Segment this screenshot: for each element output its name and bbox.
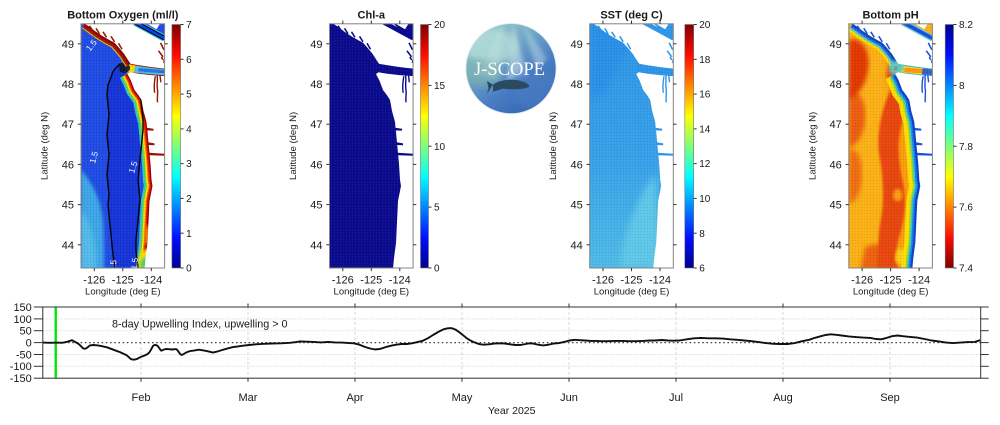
svg-text:Longitude (deg E): Longitude (deg E) bbox=[853, 287, 929, 298]
svg-text:-126: -126 bbox=[851, 274, 873, 286]
svg-text:3: 3 bbox=[186, 159, 192, 170]
svg-text:6: 6 bbox=[186, 55, 192, 66]
svg-text:Year 2025: Year 2025 bbox=[488, 405, 536, 417]
svg-text:Feb: Feb bbox=[132, 392, 151, 404]
svg-text:-126: -126 bbox=[592, 274, 614, 286]
svg-text:150: 150 bbox=[13, 302, 31, 314]
svg-text:-50: -50 bbox=[16, 349, 32, 361]
svg-text:50: 50 bbox=[20, 326, 32, 338]
svg-text:-126: -126 bbox=[83, 274, 105, 286]
svg-text:Sep: Sep bbox=[880, 392, 900, 404]
svg-text:-124: -124 bbox=[649, 274, 671, 286]
svg-text:8-day Upwelling Index, upwelli: 8-day Upwelling Index, upwelling > 0 bbox=[112, 319, 288, 331]
svg-text:20: 20 bbox=[699, 20, 711, 31]
svg-text:5: 5 bbox=[434, 203, 440, 214]
svg-text:10: 10 bbox=[699, 194, 711, 205]
svg-text:-125: -125 bbox=[360, 274, 382, 286]
svg-text:49: 49 bbox=[830, 39, 842, 51]
svg-text:-126: -126 bbox=[332, 274, 354, 286]
svg-text:-100: -100 bbox=[10, 361, 32, 373]
svg-text:2: 2 bbox=[186, 194, 192, 205]
svg-text:48: 48 bbox=[830, 79, 842, 91]
svg-text:7.8: 7.8 bbox=[959, 142, 973, 153]
svg-text:47: 47 bbox=[570, 119, 582, 131]
svg-text:49: 49 bbox=[62, 39, 74, 51]
svg-text:8: 8 bbox=[959, 81, 965, 92]
svg-text:48: 48 bbox=[570, 79, 582, 91]
svg-text:0: 0 bbox=[434, 264, 440, 275]
svg-text:Longitude (deg E): Longitude (deg E) bbox=[85, 287, 161, 298]
svg-text:Longitude (deg E): Longitude (deg E) bbox=[594, 287, 670, 298]
svg-text:Latitude (deg N): Latitude (deg N) bbox=[807, 112, 818, 180]
svg-text:-124: -124 bbox=[389, 274, 411, 286]
svg-text:0: 0 bbox=[26, 338, 32, 350]
svg-text:-125: -125 bbox=[112, 274, 134, 286]
svg-text:0: 0 bbox=[186, 264, 192, 275]
svg-text:16: 16 bbox=[699, 90, 711, 101]
svg-text:45: 45 bbox=[62, 200, 74, 212]
svg-text:-125: -125 bbox=[620, 274, 642, 286]
svg-text:44: 44 bbox=[310, 240, 322, 252]
svg-text:Aug: Aug bbox=[773, 392, 793, 404]
svg-text:Latitude (deg N): Latitude (deg N) bbox=[288, 112, 299, 180]
svg-text:20: 20 bbox=[434, 20, 446, 31]
svg-text:49: 49 bbox=[310, 39, 322, 51]
svg-text:Bottom pH: Bottom pH bbox=[862, 10, 918, 22]
svg-text:18: 18 bbox=[699, 55, 711, 66]
svg-text:10: 10 bbox=[434, 142, 446, 153]
svg-text:8: 8 bbox=[699, 229, 705, 240]
svg-text:J-SCOPE: J-SCOPE bbox=[474, 60, 545, 80]
svg-text:46: 46 bbox=[310, 159, 322, 171]
svg-text:Latitude (deg N): Latitude (deg N) bbox=[40, 112, 51, 180]
svg-text:44: 44 bbox=[570, 240, 582, 252]
svg-text:45: 45 bbox=[830, 200, 842, 212]
svg-text:7: 7 bbox=[186, 20, 192, 31]
svg-text:47: 47 bbox=[830, 119, 842, 131]
svg-text:44: 44 bbox=[830, 240, 842, 252]
svg-text:-124: -124 bbox=[908, 274, 930, 286]
svg-text:Apr: Apr bbox=[346, 392, 363, 404]
svg-text:47: 47 bbox=[62, 119, 74, 131]
svg-text:48: 48 bbox=[310, 79, 322, 91]
svg-text:Chl-a: Chl-a bbox=[358, 10, 386, 22]
svg-text:47: 47 bbox=[310, 119, 322, 131]
svg-text:-125: -125 bbox=[880, 274, 902, 286]
svg-text:14: 14 bbox=[699, 125, 711, 136]
svg-text:Mar: Mar bbox=[239, 392, 258, 404]
svg-text:100: 100 bbox=[13, 314, 31, 326]
svg-text:May: May bbox=[452, 392, 473, 404]
svg-text:-124: -124 bbox=[140, 274, 162, 286]
svg-text:45: 45 bbox=[310, 200, 322, 212]
svg-text:7.4: 7.4 bbox=[959, 264, 973, 275]
svg-text:SST (deg C): SST (deg C) bbox=[600, 10, 663, 22]
svg-text:45: 45 bbox=[570, 200, 582, 212]
svg-text:Bottom Oxygen (ml/l): Bottom Oxygen (ml/l) bbox=[67, 10, 179, 22]
svg-text:15: 15 bbox=[434, 81, 446, 92]
svg-text:12: 12 bbox=[699, 159, 711, 170]
svg-text:Latitude (deg N): Latitude (deg N) bbox=[548, 112, 559, 180]
svg-text:7.6: 7.6 bbox=[959, 203, 973, 214]
svg-text:4: 4 bbox=[186, 125, 192, 136]
svg-text:46: 46 bbox=[62, 159, 74, 171]
svg-text:46: 46 bbox=[830, 159, 842, 171]
svg-text:49: 49 bbox=[570, 39, 582, 51]
svg-text:8.2: 8.2 bbox=[959, 20, 973, 31]
svg-text:Longitude (deg E): Longitude (deg E) bbox=[334, 287, 410, 298]
svg-text:1: 1 bbox=[186, 229, 192, 240]
svg-text:Jul: Jul bbox=[669, 392, 683, 404]
svg-text:48: 48 bbox=[62, 79, 74, 91]
svg-text:6: 6 bbox=[699, 264, 705, 275]
svg-text:-150: -150 bbox=[10, 373, 32, 385]
svg-text:Jun: Jun bbox=[560, 392, 578, 404]
svg-text:44: 44 bbox=[62, 240, 74, 252]
svg-text:46: 46 bbox=[570, 159, 582, 171]
svg-text:5: 5 bbox=[186, 90, 192, 101]
